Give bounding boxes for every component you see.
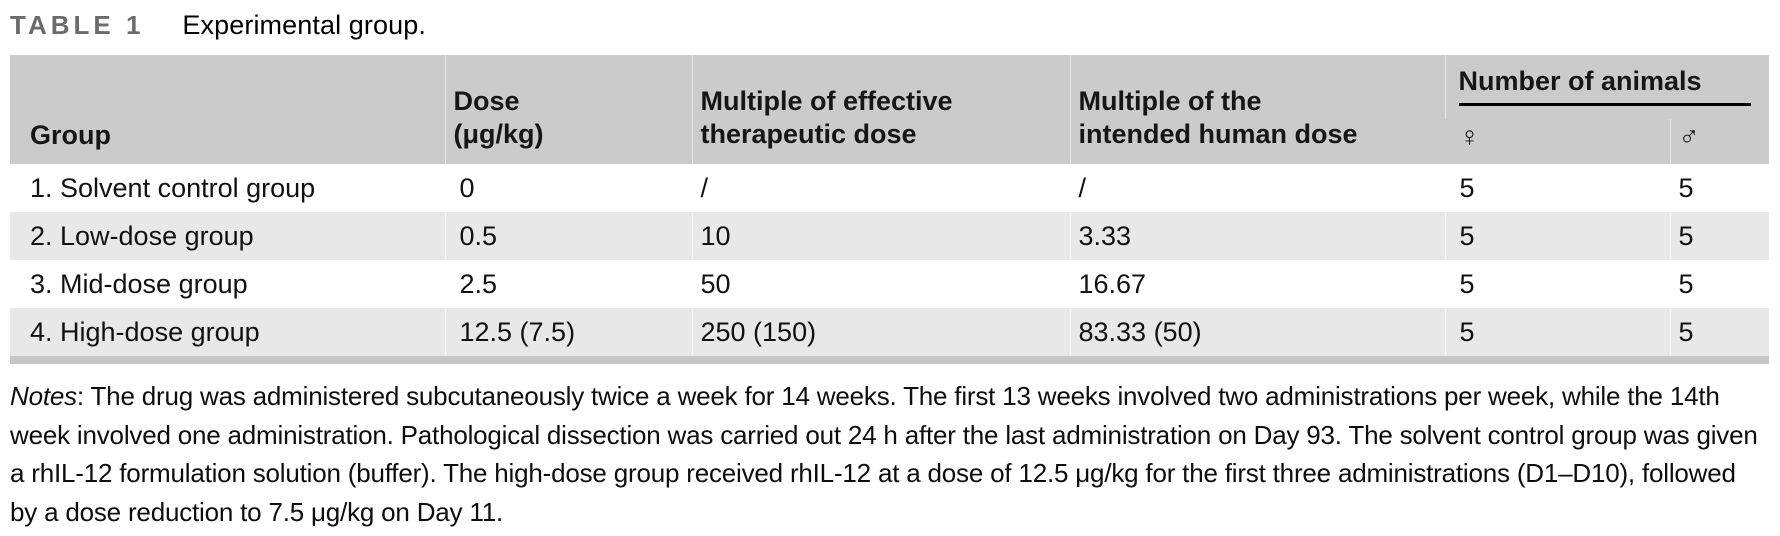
number-of-animals-label: Number of animals <box>1458 66 1702 96</box>
cell-female-count: 5 <box>1444 308 1670 356</box>
experimental-group-table: Group Dose (μg/kg) Multiple of effective… <box>10 55 1769 356</box>
cell-multiple-effective: 10 <box>691 212 1070 260</box>
table-header: Group Dose (μg/kg) Multiple of effective… <box>10 55 1769 164</box>
header-row-main: Group Dose (μg/kg) Multiple of effective… <box>10 55 1769 164</box>
col-header-group: Group <box>10 55 445 164</box>
cell-multiple-human: 3.33 <box>1069 212 1445 260</box>
table-titlebar: TABLE 1 Experimental group. <box>10 10 1770 41</box>
table-caption: Experimental group. <box>182 10 426 40</box>
cell-multiple-human: 16.67 <box>1069 260 1445 308</box>
cell-group: 3. Mid-dose group <box>30 268 248 299</box>
cell-multiple-effective: 250 (150) <box>691 308 1070 356</box>
cell-male-count: 5 <box>1669 260 1769 308</box>
cell-female-count: 5 <box>1444 260 1670 308</box>
col-header-female: ♀ <box>1445 119 1670 164</box>
col-header-multiple-effective-line1: Multiple of effective <box>700 86 953 116</box>
female-icon: ♀ <box>1459 121 1480 152</box>
cell-female-count: 5 <box>1444 164 1670 212</box>
male-icon: ♂ <box>1678 121 1700 152</box>
number-of-animals-rule <box>1458 103 1751 106</box>
notes-label: Notes <box>10 381 77 411</box>
col-header-multiple-human-line1: Multiple of the <box>1078 86 1262 116</box>
table-number-label: TABLE 1 <box>10 10 145 40</box>
col-header-dose-line2: (μg/kg) <box>453 119 544 149</box>
table-bottom-border <box>10 356 1769 364</box>
col-header-multiple-effective-line2: therapeutic dose <box>700 119 917 149</box>
cell-dose: 0.5 <box>444 212 692 260</box>
cell-group: 2. Low-dose group <box>30 220 254 251</box>
col-header-multiple-human-line2: intended human dose <box>1078 119 1358 149</box>
col-header-dose: Dose (μg/kg) <box>444 55 692 164</box>
cell-male-count: 5 <box>1669 212 1769 260</box>
cell-male-count: 5 <box>1669 308 1769 356</box>
cell-male-count: 5 <box>1669 164 1769 212</box>
table-row: 1. Solvent control group 0 / / 5 5 <box>10 164 1769 212</box>
table-row: 3. Mid-dose group 2.5 50 16.67 5 5 <box>10 260 1769 308</box>
cell-group: 1. Solvent control group <box>30 172 316 203</box>
cell-multiple-human: / <box>1069 164 1445 212</box>
col-header-number-of-animals: Number of animals <box>1444 55 1769 119</box>
table-body: 1. Solvent control group 0 / / 5 5 2. Lo… <box>10 164 1769 356</box>
table-notes: Notes: The drug was administered subcuta… <box>10 377 1768 531</box>
cell-dose: 0 <box>444 164 692 212</box>
cell-multiple-effective: / <box>691 164 1070 212</box>
cell-dose: 2.5 <box>444 260 692 308</box>
table-row: 4. High-dose group 12.5 (7.5) 250 (150) … <box>10 308 1769 356</box>
header-row-sex: ♀ ♂ <box>10 119 1769 164</box>
cell-female-count: 5 <box>1444 212 1670 260</box>
cell-group: 4. High-dose group <box>30 316 260 347</box>
col-header-multiple-effective: Multiple of effective therapeutic dose <box>691 55 1070 164</box>
cell-multiple-effective: 50 <box>691 260 1070 308</box>
col-header-multiple-human: Multiple of the intended human dose <box>1069 55 1445 164</box>
col-header-dose-line1: Dose <box>453 86 520 116</box>
cell-dose: 12.5 (7.5) <box>444 308 692 356</box>
table-row: 2. Low-dose group 0.5 10 3.33 5 5 <box>10 212 1769 260</box>
cell-multiple-human: 83.33 (50) <box>1069 308 1445 356</box>
col-header-male: ♂ <box>1669 119 1769 164</box>
notes-text: : The drug was administered subcutaneous… <box>10 381 1758 527</box>
